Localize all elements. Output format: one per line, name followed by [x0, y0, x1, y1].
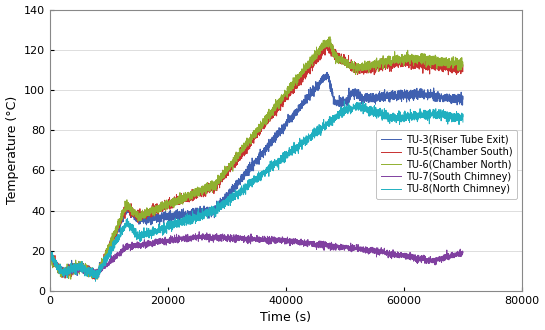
TU-7(South Chimney): [347, 245, 354, 249]
Line: TU-3(Riser Tube Exit): TU-3(Riser Tube Exit): [50, 72, 463, 279]
TU-6(Chamber North): [326, 35, 333, 39]
Legend: TU-3(Riser Tube Exit), TU-5(Chamber South), TU-6(Chamber North), TU-7(South Chim: TU-3(Riser Tube Exit), TU-5(Chamber Sout…: [377, 130, 517, 199]
TU-6(Chamber North): [427, 61, 433, 65]
TU-8(North Chimney): [92, 279, 99, 283]
TU-6(Chamber North): [220, 175, 227, 179]
TU-8(North Chimney): [220, 203, 227, 207]
TU-8(North Chimney): [243, 185, 250, 189]
TU-8(North Chimney): [447, 115, 453, 119]
TU-6(Chamber North): [447, 60, 453, 64]
TU-5(Chamber South): [220, 175, 227, 179]
TU-5(Chamber South): [347, 64, 354, 68]
TU-5(Chamber South): [324, 43, 330, 47]
TU-8(North Chimney): [47, 251, 53, 255]
TU-5(Chamber South): [47, 255, 53, 259]
TU-6(Chamber North): [459, 64, 466, 68]
TU-3(Riser Tube Exit): [427, 93, 433, 97]
TU-7(South Chimney): [224, 237, 231, 241]
TU-3(Riser Tube Exit): [243, 172, 250, 176]
Line: TU-5(Chamber South): TU-5(Chamber South): [50, 45, 463, 279]
TU-7(South Chimney): [447, 255, 453, 259]
TU-7(South Chimney): [47, 251, 53, 255]
TU-6(Chamber North): [94, 277, 101, 281]
TU-3(Riser Tube Exit): [447, 100, 453, 104]
TU-6(Chamber North): [243, 142, 250, 146]
TU-3(Riser Tube Exit): [220, 198, 227, 202]
TU-5(Chamber South): [243, 151, 250, 155]
TU-3(Riser Tube Exit): [459, 97, 466, 101]
TU-5(Chamber South): [447, 68, 453, 72]
TU-3(Riser Tube Exit): [47, 252, 53, 256]
TU-7(South Chimney): [196, 230, 202, 234]
Line: TU-6(Chamber North): TU-6(Chamber North): [50, 37, 463, 279]
X-axis label: Time (s): Time (s): [261, 312, 312, 324]
Line: TU-8(North Chimney): TU-8(North Chimney): [50, 101, 463, 281]
TU-6(Chamber North): [347, 62, 354, 66]
TU-5(Chamber South): [427, 65, 433, 69]
TU-8(North Chimney): [341, 99, 348, 103]
TU-8(North Chimney): [223, 202, 230, 206]
TU-3(Riser Tube Exit): [324, 70, 330, 74]
TU-3(Riser Tube Exit): [93, 277, 99, 281]
TU-8(North Chimney): [459, 120, 466, 124]
TU-6(Chamber North): [223, 168, 230, 172]
Line: TU-7(South Chimney): TU-7(South Chimney): [50, 232, 463, 276]
TU-6(Chamber North): [47, 255, 53, 259]
TU-3(Riser Tube Exit): [347, 97, 354, 101]
TU-7(South Chimney): [221, 237, 227, 241]
TU-7(South Chimney): [94, 274, 101, 278]
TU-5(Chamber South): [92, 277, 98, 281]
TU-3(Riser Tube Exit): [223, 192, 230, 196]
TU-8(North Chimney): [427, 107, 433, 111]
TU-7(South Chimney): [427, 258, 433, 262]
TU-8(North Chimney): [347, 110, 354, 114]
TU-5(Chamber South): [459, 63, 466, 67]
TU-7(South Chimney): [459, 250, 466, 254]
TU-7(South Chimney): [243, 237, 250, 241]
Y-axis label: Temperature (°C): Temperature (°C): [5, 96, 19, 204]
TU-5(Chamber South): [223, 169, 230, 173]
